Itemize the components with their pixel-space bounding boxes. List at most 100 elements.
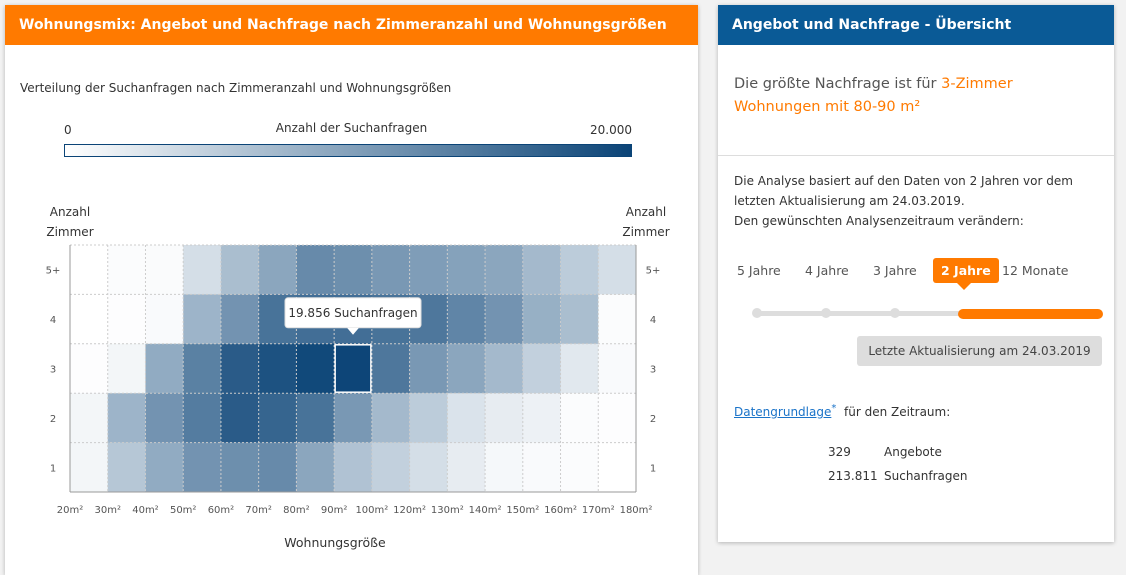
period-4-jahre[interactable]: 4 Jahre <box>805 263 849 278</box>
heatmap-cell[interactable] <box>485 343 524 394</box>
heatmap-cell[interactable] <box>107 442 146 493</box>
heatmap-cell[interactable] <box>485 245 524 295</box>
heatmap-cell[interactable] <box>447 294 486 345</box>
x-tick-label: 150m² <box>506 505 539 516</box>
x-tick-label: 120m² <box>393 505 426 516</box>
heatmap-cell[interactable] <box>70 245 109 295</box>
x-tick-label: 50m² <box>170 505 196 516</box>
highlighted-cell[interactable] <box>334 344 372 393</box>
heatmap-cell[interactable] <box>107 294 146 345</box>
heatmap-cell[interactable] <box>296 245 335 295</box>
period-slider-range[interactable] <box>958 309 1103 319</box>
heatmap-cell[interactable] <box>258 245 297 295</box>
heatmap-cell[interactable] <box>447 442 486 493</box>
summary-prefix: Die größte Nachfrage ist für <box>734 76 942 92</box>
heatmap-cell[interactable] <box>598 343 637 394</box>
heatmap-cell[interactable] <box>183 442 222 493</box>
y-tick-label-left: 1 <box>50 463 56 474</box>
slider-stop[interactable] <box>821 308 831 318</box>
heatmap-cell[interactable] <box>485 442 524 493</box>
heatmap-cell[interactable] <box>183 245 222 295</box>
slider-stop[interactable] <box>752 308 762 318</box>
x-tick-label: 170m² <box>582 505 615 516</box>
heatmap-cell[interactable] <box>522 393 562 444</box>
y-tick-label-left: 4 <box>50 315 56 326</box>
heatmap-cell[interactable] <box>560 245 599 295</box>
heatmap-cell[interactable] <box>145 245 184 295</box>
heatmap-cell[interactable] <box>371 393 411 444</box>
x-tick-label: 20m² <box>57 505 83 516</box>
heatmap-cell[interactable] <box>183 294 222 345</box>
heatmap-cell[interactable] <box>220 442 260 493</box>
heatmap-cell[interactable] <box>447 393 486 444</box>
heatmap-cell[interactable] <box>522 245 562 295</box>
period-5-jahre[interactable]: 5 Jahre <box>737 263 781 278</box>
heatmap-cell[interactable] <box>560 294 599 345</box>
heatmap-cell[interactable] <box>560 442 599 493</box>
heatmap-cell[interactable] <box>485 294 524 345</box>
period-3-jahre[interactable]: 3 Jahre <box>873 263 917 278</box>
heatmap-cell[interactable] <box>296 442 335 493</box>
heatmap-cell[interactable] <box>258 442 297 493</box>
heatmap-cell[interactable] <box>598 294 637 345</box>
period-slider-track[interactable] <box>756 311 1102 316</box>
heatmap-cell[interactable] <box>371 343 411 394</box>
x-tick-label: 160m² <box>544 505 577 516</box>
slider-stop[interactable] <box>890 308 900 318</box>
stat-value: 329 <box>828 445 851 459</box>
data-basis-link[interactable]: Datengrundlage <box>734 405 832 419</box>
heatmap-cell[interactable] <box>107 245 146 295</box>
heatmap-cell[interactable] <box>409 343 448 394</box>
analysis-info: Die Analyse basiert auf den Daten von 2 … <box>734 171 1104 231</box>
tooltip-pointer <box>347 327 359 335</box>
y-tick-label-right: 5+ <box>646 266 661 277</box>
heatmap-cell[interactable] <box>70 393 109 444</box>
heatmap-cell[interactable] <box>485 393 524 444</box>
heatmap-cell[interactable] <box>296 343 335 394</box>
heatmap-cell[interactable] <box>522 442 562 493</box>
period-12-monate[interactable]: 12 Monate <box>1002 263 1069 278</box>
legend-min: 0 <box>64 123 72 137</box>
heatmap-cell[interactable] <box>334 442 373 493</box>
heatmap-cell[interactable] <box>447 343 486 394</box>
heatmap-cell[interactable] <box>334 245 373 295</box>
heatmap-cell[interactable] <box>183 393 222 444</box>
heatmap-cell[interactable] <box>409 393 448 444</box>
heatmap-cell[interactable] <box>560 343 599 394</box>
heatmap-cell[interactable] <box>220 245 260 295</box>
heatmap-cell[interactable] <box>220 343 260 394</box>
heatmap-cell[interactable] <box>560 393 599 444</box>
heatmap-cell[interactable] <box>371 245 411 295</box>
heatmap-cell[interactable] <box>107 343 146 394</box>
heatmap-cell[interactable] <box>409 442 448 493</box>
heatmap-cell[interactable] <box>258 343 297 394</box>
heatmap-cell[interactable] <box>70 294 109 345</box>
heatmap-cell[interactable] <box>334 393 373 444</box>
heatmap-cell[interactable] <box>522 343 562 394</box>
heatmap-cell[interactable] <box>145 393 184 444</box>
heatmap-cell[interactable] <box>598 245 637 295</box>
heatmap-cell[interactable] <box>409 245 448 295</box>
heatmap-cell[interactable] <box>296 393 335 444</box>
period-2-jahre[interactable]: 2 Jahre <box>933 258 999 290</box>
y-tick-label-right: 4 <box>650 315 656 326</box>
heatmap-cell[interactable] <box>220 393 260 444</box>
heatmap-cell[interactable] <box>145 442 184 493</box>
card-title: Angebot und Nachfrage - Übersicht <box>718 5 1114 45</box>
tooltip-text: 19.856 Suchanfragen <box>288 306 417 320</box>
heatmap-cell[interactable] <box>70 442 109 493</box>
heatmap-cell[interactable] <box>70 343 109 394</box>
heatmap-card: Wohnungsmix: Angebot und Nachfrage nach … <box>5 5 698 575</box>
heatmap-cell[interactable] <box>183 343 222 394</box>
heatmap-cell[interactable] <box>220 294 260 345</box>
heatmap-cell[interactable] <box>598 393 637 444</box>
heatmap-cell[interactable] <box>447 245 486 295</box>
heatmap-cell[interactable] <box>522 294 562 345</box>
heatmap-cell[interactable] <box>334 343 373 394</box>
heatmap-cell[interactable] <box>598 442 637 493</box>
heatmap-cell[interactable] <box>145 343 184 394</box>
heatmap-cell[interactable] <box>371 442 411 493</box>
heatmap-cell[interactable] <box>107 393 146 444</box>
heatmap-cell[interactable] <box>145 294 184 345</box>
heatmap-cell[interactable] <box>258 393 297 444</box>
